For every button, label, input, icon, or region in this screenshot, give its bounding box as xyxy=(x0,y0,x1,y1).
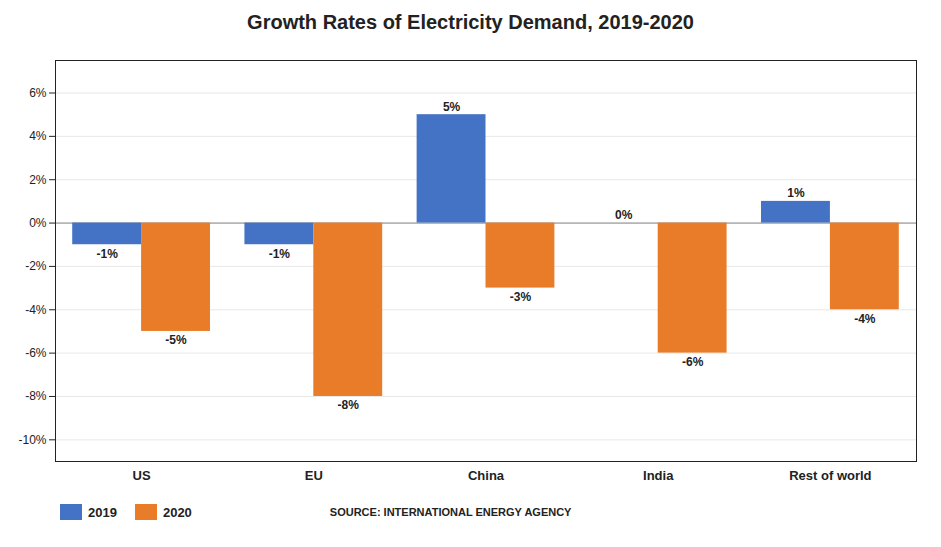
svg-text:EU: EU xyxy=(305,468,323,483)
svg-text:US: US xyxy=(133,468,151,483)
svg-text:-1%: -1% xyxy=(269,247,291,261)
svg-text:-8%: -8% xyxy=(25,389,47,403)
html-text:SOURCE: INTERNATIONAL ENERGY A: SOURCE: INTERNATIONAL ENERGY AGENCY xyxy=(329,506,572,518)
svg-text:-5%: -5% xyxy=(165,333,187,347)
svg-text:5%: 5% xyxy=(443,100,461,114)
svg-text:1%: 1% xyxy=(787,186,805,200)
svg-text:-4%: -4% xyxy=(25,303,47,317)
svg-text:Rest of world: Rest of world xyxy=(789,468,871,483)
svg-text:-3%: -3% xyxy=(510,290,532,304)
svg-text:-1%: -1% xyxy=(96,247,118,261)
html-text:Growth Rates of Electricity De: Growth Rates of Electricity Demand, 2019… xyxy=(247,11,694,33)
svg-text:-4%: -4% xyxy=(854,312,876,326)
svg-text:-6%: -6% xyxy=(25,346,47,360)
svg-text:2%: 2% xyxy=(29,173,47,187)
svg-text:India: India xyxy=(643,468,674,483)
svg-text:-2%: -2% xyxy=(25,259,47,273)
html-text:2019: 2019 xyxy=(88,504,117,520)
svg-text:0%: 0% xyxy=(615,208,633,222)
svg-text:-8%: -8% xyxy=(338,398,360,412)
svg-text:China: China xyxy=(468,468,505,483)
html-text:2020: 2020 xyxy=(162,504,192,520)
svg-text:4%: 4% xyxy=(29,129,47,143)
svg-text:-10%: -10% xyxy=(18,433,46,447)
svg-text:-6%: -6% xyxy=(682,355,704,369)
svg-text:0%: 0% xyxy=(29,216,47,230)
svg-text:6%: 6% xyxy=(29,86,47,100)
